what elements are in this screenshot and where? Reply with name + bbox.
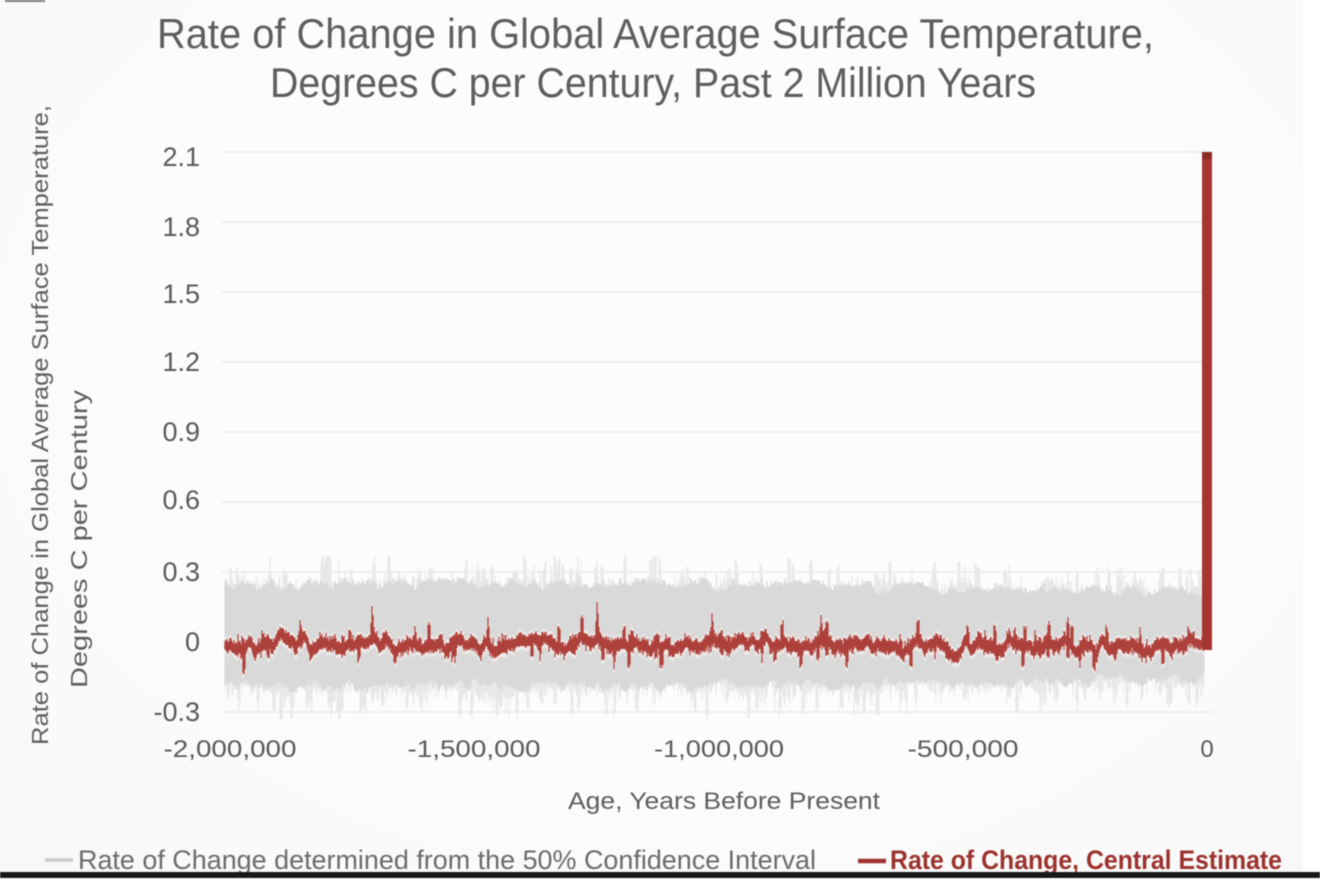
svg-text:1.5: 1.5 [162, 279, 200, 309]
svg-text:Rate of Change determined from: Rate of Change determined from the 50% C… [78, 845, 816, 875]
svg-text:0.6: 0.6 [162, 485, 200, 515]
svg-text:-0.3: -0.3 [153, 697, 200, 727]
svg-text:Age, Years Before Present: Age, Years Before Present [568, 788, 880, 815]
svg-text:Rate of Change, Central Estima: Rate of Change, Central Estimate [890, 845, 1282, 875]
svg-text:-1,500,000: -1,500,000 [408, 736, 541, 763]
svg-text:Rate of Change in Global Avera: Rate of Change in Global Average Surface… [27, 105, 53, 745]
svg-text:0: 0 [185, 627, 200, 657]
svg-text:0: 0 [1200, 736, 1213, 763]
svg-text:1.8: 1.8 [162, 212, 200, 242]
svg-text:Degrees C per Century, Past 2: Degrees C per Century, Past 2 Million Ye… [270, 59, 1036, 106]
svg-text:-500,000: -500,000 [908, 736, 1019, 763]
svg-text:0.3: 0.3 [162, 557, 200, 587]
svg-text:Degrees C per Century: Degrees C per Century [66, 389, 92, 688]
svg-text:2.1: 2.1 [162, 142, 200, 172]
svg-text:-2,000,000: -2,000,000 [164, 736, 297, 763]
svg-text:1.2: 1.2 [162, 347, 200, 377]
svg-text:-1,000,000: -1,000,000 [654, 736, 784, 763]
svg-text:Rate of Change in Global Avera: Rate of Change in Global Average Surface… [157, 10, 1154, 57]
svg-text:0.9: 0.9 [162, 417, 200, 447]
